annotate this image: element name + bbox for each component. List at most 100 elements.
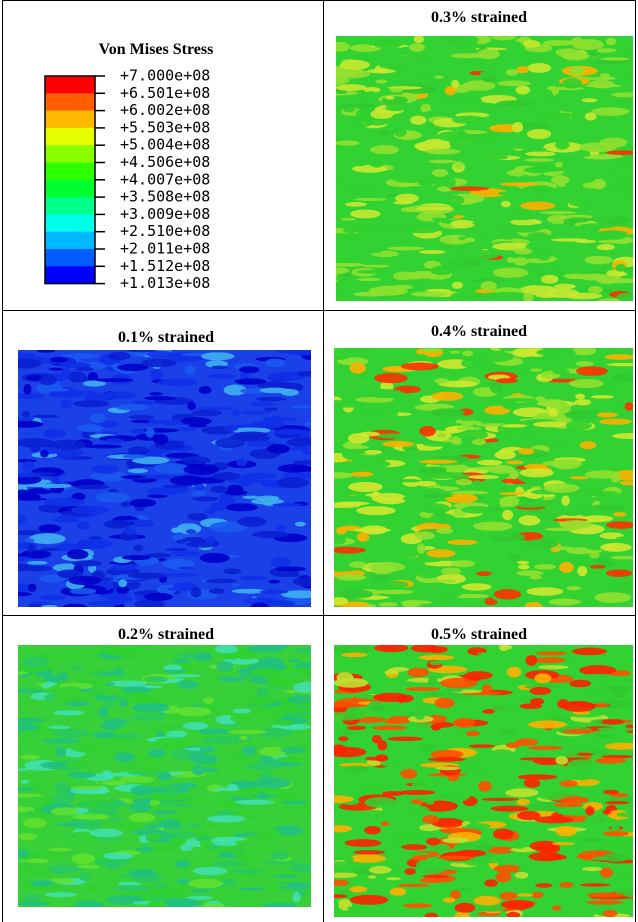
contour-patch: [617, 71, 633, 82]
contour-patch: [516, 893, 534, 897]
contour-patch: [275, 757, 303, 762]
contour-patch: [118, 699, 128, 708]
contour-patch: [534, 673, 552, 684]
contour-patch: [144, 553, 172, 558]
contour-patch: [239, 887, 267, 891]
contour-patch: [66, 650, 106, 654]
contour-patch: [117, 363, 149, 372]
contour-patch: [204, 508, 216, 515]
panel-title: 0.2% strained: [118, 626, 214, 643]
contour-patch: [579, 441, 597, 450]
contour-patch: [568, 378, 604, 389]
contour-patch: [489, 572, 505, 579]
contour-patch: [66, 549, 89, 560]
contour-patch: [336, 75, 350, 85]
contour-patch: [575, 361, 594, 367]
contour-patch: [359, 94, 368, 102]
contour-patch: [436, 528, 454, 534]
contour-patch: [178, 566, 195, 570]
contour-patch: [372, 725, 408, 731]
contour-patch: [441, 194, 465, 206]
contour-patch: [84, 444, 123, 449]
contour-patch: [66, 771, 96, 779]
contour-patch: [579, 687, 612, 699]
contour-patch: [494, 450, 516, 460]
contour-patch: [18, 832, 38, 841]
contour-patch: [60, 398, 73, 409]
contour-patch: [461, 357, 485, 369]
contour-patch: [334, 472, 354, 479]
contour-patch: [127, 824, 140, 831]
contour-patch: [517, 560, 530, 565]
contour-patch: [42, 738, 81, 744]
contour-patch: [426, 646, 448, 654]
contour-patch: [171, 527, 181, 534]
contour-patch: [554, 283, 576, 290]
contour-patch: [53, 710, 84, 716]
contour-patch: [261, 902, 298, 907]
contour-patch: [22, 460, 35, 472]
contour-patch: [431, 391, 464, 401]
contour-patch: [339, 381, 377, 389]
contour-patch: [354, 788, 367, 796]
contour-patch: [291, 647, 311, 653]
contour-patch: [580, 273, 607, 281]
contour-patch: [177, 680, 199, 689]
contour-patch: [40, 761, 68, 769]
contour-patch: [231, 583, 241, 587]
contour-patch: [566, 653, 577, 664]
contour-patch: [95, 802, 133, 808]
contour-patch: [28, 583, 37, 592]
contour-patch: [529, 840, 560, 852]
contour-patch: [272, 503, 304, 507]
contour-patch: [113, 752, 136, 763]
contour-patch: [144, 396, 177, 401]
contour-patch: [588, 286, 604, 294]
contour-patch: [102, 852, 134, 860]
contour-patch: [20, 549, 52, 559]
contour-patch: [255, 397, 287, 402]
contour-patch: [18, 869, 37, 876]
contour-patch: [126, 350, 158, 353]
contour-patch: [157, 818, 181, 829]
contour-patch: [334, 349, 352, 361]
contour-patch: [147, 901, 161, 907]
contour-patch: [176, 706, 211, 717]
contour-patch: [420, 503, 451, 514]
contour-patch: [492, 267, 529, 278]
contour-patch: [72, 400, 110, 408]
contour-patch: [603, 789, 619, 795]
contour-patch: [229, 812, 265, 818]
contour-patch: [51, 884, 60, 890]
contour-patch: [303, 891, 311, 897]
contour-patch: [594, 757, 626, 764]
contour-patch: [180, 813, 198, 819]
contour-patch: [90, 413, 106, 424]
contour-patch: [440, 567, 461, 575]
contour-patch: [397, 883, 430, 888]
contour-patch: [426, 549, 456, 558]
contour-patch: [238, 789, 249, 799]
contour-patch: [570, 37, 584, 47]
contour-patch: [215, 437, 245, 448]
contour-patch: [364, 449, 383, 455]
contour-patch: [430, 723, 442, 731]
contour-patch: [368, 419, 391, 425]
contour-patch: [236, 458, 248, 467]
contour-patch: [557, 181, 566, 188]
contour-patch: [62, 390, 100, 394]
contour-patch: [471, 97, 480, 105]
contour-patch: [462, 80, 496, 91]
legend-band: [45, 76, 95, 94]
contour-patch: [288, 573, 301, 578]
contour-patch: [336, 238, 356, 242]
contour-patch: [590, 749, 610, 756]
contour-patch: [513, 257, 529, 266]
contour-patch: [342, 765, 370, 773]
contour-patch: [224, 489, 248, 496]
contour-patch: [576, 366, 608, 376]
contour-patch: [153, 434, 169, 446]
contour-patch: [498, 645, 509, 652]
contour-patch: [190, 490, 207, 497]
contour-patch: [520, 201, 556, 211]
